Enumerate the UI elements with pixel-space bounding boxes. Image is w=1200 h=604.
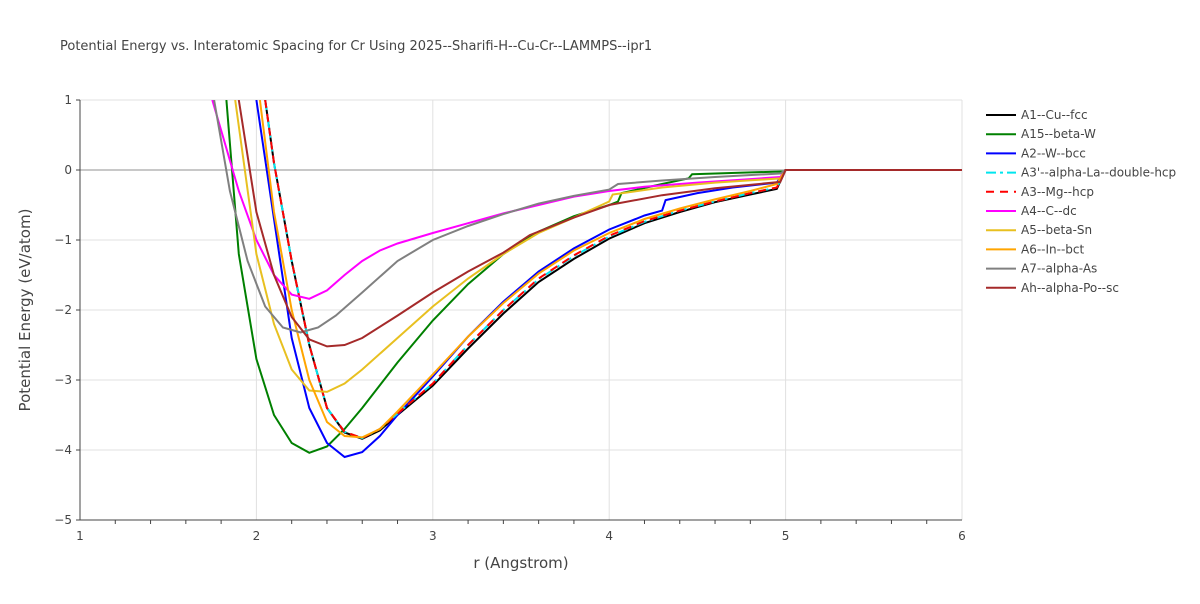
x-tick-label: 3 (429, 529, 437, 543)
x-tick-label: 4 (605, 529, 613, 543)
legend-label[interactable]: A4--C--dc (1021, 204, 1077, 218)
y-tick-label: −5 (54, 513, 72, 527)
y-tick-label: 0 (64, 163, 72, 177)
y-tick-label: −4 (54, 443, 72, 457)
legend-label[interactable]: A15--beta-W (1021, 127, 1096, 141)
y-axis-label: Potential Energy (eV/atom) (16, 209, 34, 412)
y-tick-label: −2 (54, 303, 72, 317)
legend-label[interactable]: A5--beta-Sn (1021, 223, 1092, 237)
x-tick-label: 6 (958, 529, 966, 543)
legend-label[interactable]: Ah--alpha-Po--sc (1021, 281, 1119, 295)
legend-label[interactable]: A3'--alpha-La--double-hcp (1021, 166, 1176, 180)
series-line (237, 100, 962, 348)
series-line (213, 100, 962, 334)
legend-label[interactable]: A2--W--bcc (1021, 146, 1086, 160)
series-line (234, 100, 962, 393)
series-line (211, 100, 962, 300)
legend-label[interactable]: A7--alpha-As (1021, 262, 1097, 276)
series-line (255, 100, 962, 459)
series-line (264, 100, 962, 440)
legend-label[interactable]: A1--Cu--fcc (1021, 108, 1088, 122)
series-line (225, 100, 962, 454)
y-tick-label: −1 (54, 233, 72, 247)
series-line (264, 100, 962, 440)
series-line (258, 100, 962, 439)
y-tick-label: 1 (64, 93, 72, 107)
x-tick-label: 5 (782, 529, 790, 543)
y-tick-label: −3 (54, 373, 72, 387)
legend-label[interactable]: A3--Mg--hcp (1021, 185, 1094, 199)
x-tick-label: 2 (253, 529, 261, 543)
legend-label[interactable]: A6--In--bct (1021, 242, 1085, 256)
series-line (264, 100, 962, 440)
x-tick-label: 1 (76, 529, 84, 543)
x-axis-label: r (Angstrom) (473, 554, 568, 572)
chart-title: Potential Energy vs. Interatomic Spacing… (60, 39, 652, 54)
